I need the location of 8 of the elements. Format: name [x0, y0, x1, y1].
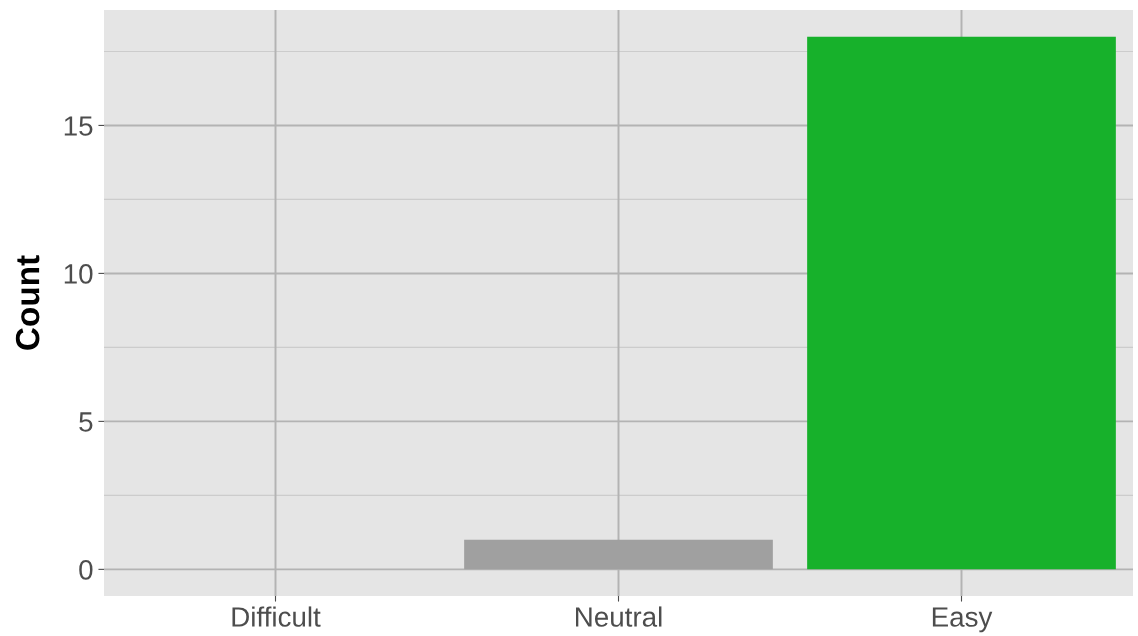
x-tick-label: Neutral	[576, 606, 662, 627]
y-tick-label: 15	[64, 116, 93, 136]
x-tick-label: Difficult	[232, 606, 321, 627]
y-tick-label: 10	[64, 264, 93, 284]
x-tick-label: Easy	[932, 607, 993, 633]
y-axis-title: Count	[15, 255, 40, 350]
y-tick-label: 5	[79, 412, 93, 432]
y-tick-label: 0	[79, 560, 93, 580]
